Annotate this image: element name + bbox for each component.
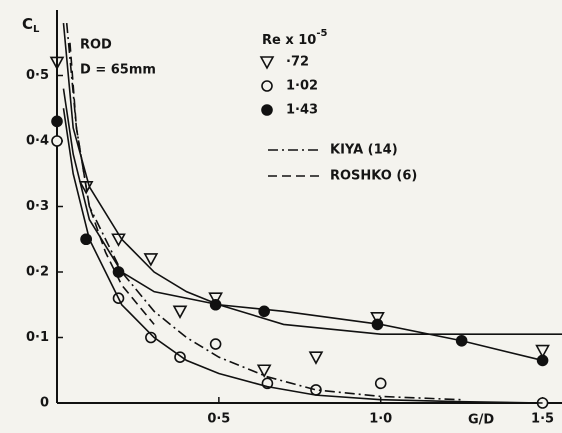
y-tick-label: 0·4 [26,134,49,149]
x-tick-label: 0·5 [207,412,230,427]
curve [69,42,155,325]
marker [308,351,324,365]
marker [256,364,272,378]
legend-marker [261,104,273,116]
legend-label: KIYA (14) [330,143,398,158]
legend-label: ·72 [286,55,309,70]
marker [370,312,385,326]
marker [51,135,63,147]
x-tick-label: 1·5 [531,412,554,427]
legend-marker [261,80,273,92]
y-tick-label: 0·5 [26,68,49,83]
marker [374,377,387,390]
legend-title: Re x 10-5 [262,28,328,48]
legend-label: 1·43 [286,103,318,118]
marker [209,338,222,350]
marker [143,253,159,267]
legend-marker [259,56,275,70]
marker [51,115,63,128]
y-tick-label: 0·2 [26,265,49,280]
annotation: ROD [80,38,112,53]
y-tick-label: 0 [40,396,49,411]
curve [62,88,543,362]
marker [258,305,270,318]
y-tick-label: 0·3 [26,199,49,214]
y-axis-label: CL [22,15,40,36]
curve [62,108,543,404]
marker [535,344,550,359]
marker [172,305,188,319]
legend-label: ROSHKO (6) [330,169,417,184]
marker [208,292,223,306]
x-axis-label: G/D [468,413,494,428]
curve [62,23,562,336]
y-tick-label: 0·1 [26,330,49,345]
annotation: D = 65mm [80,63,156,78]
marker [145,331,157,344]
marker [49,56,65,71]
legend-label: 1·02 [286,79,318,94]
x-tick-label: 1·0 [369,412,392,427]
